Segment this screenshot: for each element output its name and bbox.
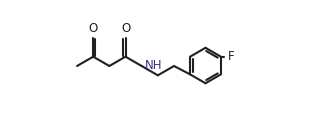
Text: F: F bbox=[227, 50, 234, 63]
Text: O: O bbox=[89, 22, 98, 35]
Text: NH: NH bbox=[145, 59, 162, 72]
Text: O: O bbox=[121, 22, 130, 35]
